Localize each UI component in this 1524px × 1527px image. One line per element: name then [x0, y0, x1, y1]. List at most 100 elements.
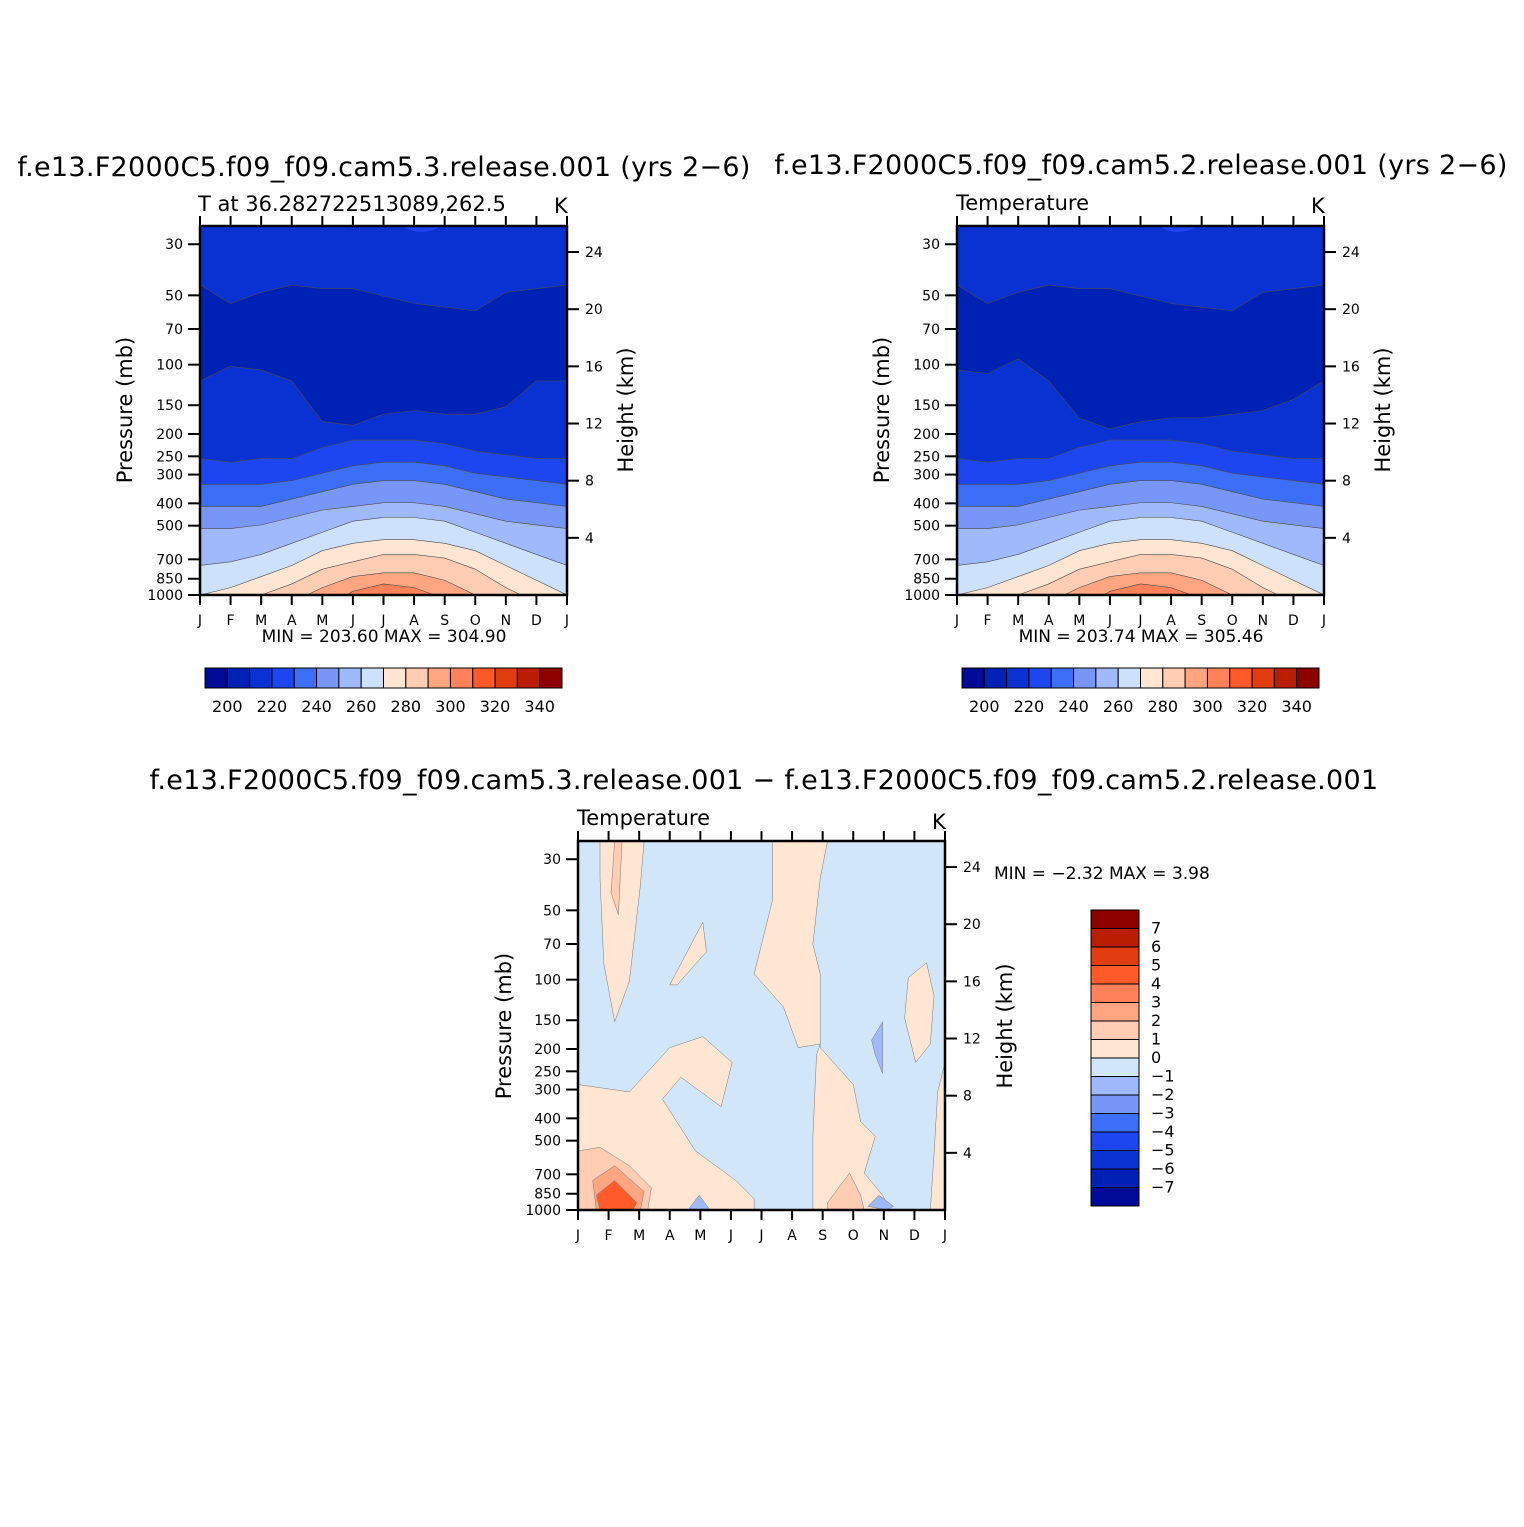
- y-tick-label: 100: [913, 358, 940, 374]
- y-tick-label: 150: [156, 398, 183, 414]
- x-tick-label: J: [942, 1228, 947, 1244]
- x-tick-label: J: [1321, 613, 1326, 629]
- contour-plot: J F M A M J J A S O N D J 30 50 70 100 150 200 250 300 400 500…: [525, 831, 981, 1244]
- panel-subtitle: Temperature: [955, 191, 1089, 215]
- contour-band: [346, 583, 436, 595]
- colorbar-swatch: [1090, 946, 1140, 966]
- colorbar-swatch: [1273, 667, 1298, 689]
- panel-title: f.e13.F2000C5.f09_f09.cam5.3.release.001…: [150, 765, 1379, 796]
- y-tick-label: 700: [156, 552, 183, 568]
- colorbar-swatch: [1028, 667, 1052, 689]
- colorbar-swatch: [383, 667, 407, 689]
- colorbar-label: 280: [1148, 697, 1179, 716]
- colorbar-label: 300: [1192, 697, 1223, 716]
- y-tick-label: 70: [543, 937, 561, 953]
- y-tick-label: 200: [156, 427, 183, 443]
- contour-band: [599, 841, 645, 1023]
- colorbar-swatch: [1090, 1020, 1140, 1040]
- colorbar: 200 220 240 260 280 300 320 340: [961, 667, 1320, 716]
- colorbar-label: 3: [1151, 993, 1161, 1012]
- contour-band: [401, 226, 443, 232]
- colorbar-swatch: [494, 667, 518, 689]
- colorbar-swatch: [1296, 667, 1320, 689]
- colorbar-swatch: [1090, 1187, 1140, 1207]
- height-tick-label: 24: [585, 245, 603, 261]
- colorbar-swatch: [249, 667, 273, 689]
- min-max-readout: MIN = 203.74 MAX = 305.46: [1019, 627, 1264, 647]
- x-tick-label: M: [694, 1228, 706, 1244]
- x-tick-label: M: [316, 613, 328, 629]
- colorbar-label: 260: [346, 697, 377, 716]
- colorbar-swatch: [1229, 667, 1253, 689]
- colorbar-label: 220: [1014, 697, 1045, 716]
- colorbar-swatch: [472, 667, 496, 689]
- colorbar-label: 200: [969, 697, 1000, 716]
- x-tick-label: N: [501, 613, 511, 629]
- colorbar-swatch: [1095, 667, 1119, 689]
- y-tick-label: 400: [534, 1111, 561, 1127]
- panel-title: f.e13.F2000C5.f09_f09.cam5.2.release.001…: [774, 150, 1507, 181]
- colorbar-label: −5: [1151, 1141, 1175, 1160]
- contour-band: [306, 572, 476, 595]
- x-tick-label: J: [197, 613, 202, 629]
- panel-top-right: f.e13.F2000C5.f09_f09.cam5.2.release.001…: [774, 150, 1507, 716]
- height-tick-label: 8: [585, 474, 594, 490]
- x-tick-label: M: [1073, 613, 1085, 629]
- y-tick-label: 150: [913, 398, 940, 414]
- colorbar-swatch: [1050, 667, 1075, 689]
- colorbar-label: −6: [1151, 1159, 1175, 1178]
- y-tick-label: 250: [913, 449, 940, 465]
- colorbar-swatch: [1090, 1150, 1140, 1170]
- contour-fills: [957, 226, 1324, 595]
- colorbar-label: 300: [435, 697, 466, 716]
- colorbar-swatch: [1090, 983, 1140, 1003]
- colorbar-swatch: [427, 667, 451, 689]
- colorbar-swatch: [1090, 1131, 1140, 1151]
- colorbar-label: 6: [1151, 937, 1161, 956]
- x-tick-label: A: [1044, 613, 1054, 629]
- x-tick-label: J: [1107, 613, 1112, 629]
- x-tick-label: D: [1288, 613, 1299, 629]
- height-tick-label: 20: [585, 302, 603, 318]
- colorbar-label: 340: [524, 697, 555, 716]
- y-tick-label: 100: [534, 973, 561, 989]
- contour-fills: [200, 226, 567, 595]
- colorbar-swatch: [961, 667, 985, 689]
- colorbar-swatch: [293, 667, 318, 689]
- colorbar-swatch: [338, 667, 362, 689]
- y-tick-label: 200: [534, 1042, 561, 1058]
- height-tick-label: 4: [585, 531, 594, 547]
- y-tick-label: 700: [913, 552, 940, 568]
- x-tick-label: O: [470, 613, 481, 629]
- panel-subtitle: Temperature: [576, 806, 710, 830]
- height-tick-label: 24: [963, 860, 981, 876]
- y-tick-label: 50: [922, 288, 940, 304]
- y-tick-label: 300: [534, 1083, 561, 1099]
- units-label: K: [1311, 194, 1326, 218]
- contour-band: [596, 1180, 638, 1210]
- colorbar-label: 320: [1237, 697, 1268, 716]
- x-tick-label: A: [409, 613, 419, 629]
- y-tick-label: 50: [543, 903, 561, 919]
- colorbar-label: 200: [212, 697, 243, 716]
- colorbar-label: 5: [1151, 956, 1161, 975]
- height-tick-label: 8: [1342, 474, 1351, 490]
- contour-band: [871, 1020, 883, 1074]
- panel-title: f.e13.F2000C5.f09_f09.cam5.3.release.001…: [17, 152, 750, 183]
- colorbar-swatch: [1206, 667, 1231, 689]
- contour-plot: J F M A M J J A S O N D J 30 50 70 100 150 200 250 300 400 500…: [904, 216, 1360, 629]
- y-tick-label: 250: [156, 449, 183, 465]
- height-tick-label: 16: [585, 359, 603, 375]
- x-tick-label: J: [758, 1228, 763, 1244]
- y-tick-label: 250: [534, 1064, 561, 1080]
- height-tick-label: 12: [585, 417, 603, 433]
- y-tick-label: 100: [156, 358, 183, 374]
- colorbar-label: −7: [1151, 1178, 1175, 1197]
- y-tick-label: 850: [534, 1187, 561, 1203]
- colorbar-label: 280: [391, 697, 422, 716]
- y-tick-label: 850: [156, 572, 183, 588]
- colorbar-swatch: [516, 667, 541, 689]
- x-tick-label: S: [818, 1228, 827, 1244]
- x-tick-label: M: [255, 613, 267, 629]
